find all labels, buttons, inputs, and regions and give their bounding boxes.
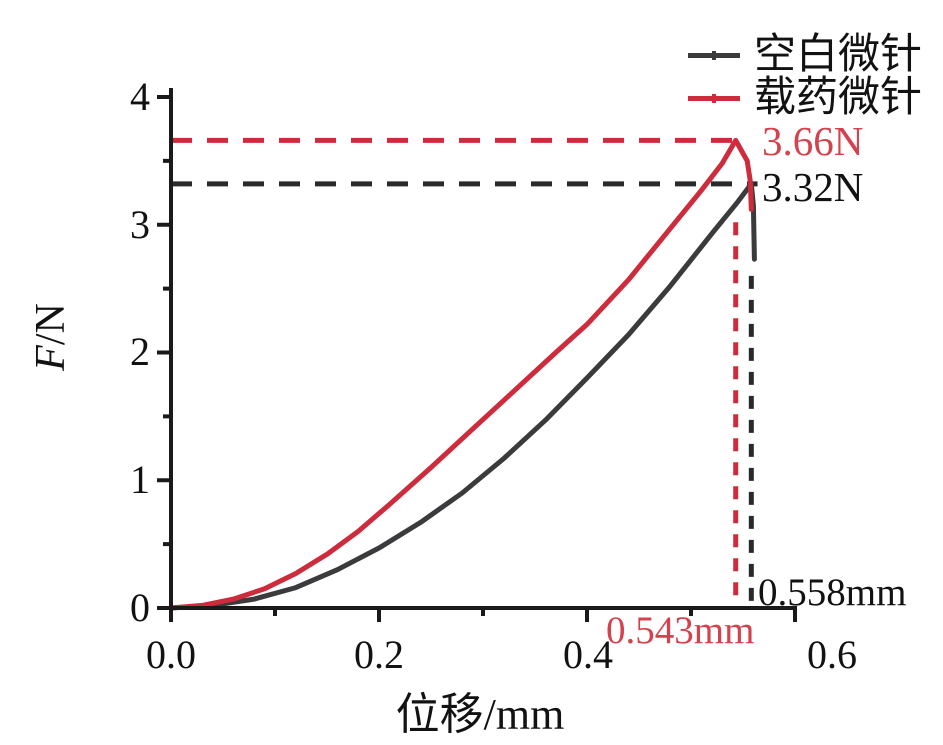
x-tick-label-0.2: 0.2 — [354, 632, 404, 677]
legend-label: 空白微针 — [754, 32, 923, 78]
annotation-red-peak-force: 3.66N — [762, 118, 864, 164]
annotation-black-peak-displacement: 0.558mm — [758, 571, 907, 614]
x-tick-label-0.6: 0.6 — [807, 632, 857, 677]
y-axis-title-unit: /N — [28, 303, 74, 346]
y-tick-label-0: 0 — [130, 585, 150, 630]
y-tick-label-4: 4 — [130, 74, 150, 119]
y-tick-label-3: 3 — [130, 202, 150, 247]
legend-swatch-black-line-icon — [688, 50, 740, 60]
legend-swatch-red-line-icon — [688, 93, 740, 103]
annotation-black-peak-force: 3.32N — [762, 164, 864, 210]
y-tick-label-2: 2 — [130, 329, 150, 374]
x-tick-label-0.0: 0.0 — [146, 632, 196, 677]
y-axis-title: F/N — [24, 272, 78, 402]
legend-item-drug-loaded-microneedle: 载药微针 — [688, 76, 922, 120]
y-axis-title-symbol: F — [28, 345, 74, 371]
legend-marker-icon — [712, 93, 716, 103]
y-tick-label-1: 1 — [130, 457, 150, 502]
x-axis-title: 位移/mm — [395, 690, 565, 739]
legend-label: 载药微针 — [754, 75, 923, 121]
legend-marker-icon — [712, 50, 716, 60]
x-tick-label-0.4: 0.4 — [563, 632, 613, 677]
annotation-red-peak-displacement: 0.543mm — [606, 609, 755, 652]
legend-item-blank-microneedle: 空白微针 — [688, 33, 922, 77]
